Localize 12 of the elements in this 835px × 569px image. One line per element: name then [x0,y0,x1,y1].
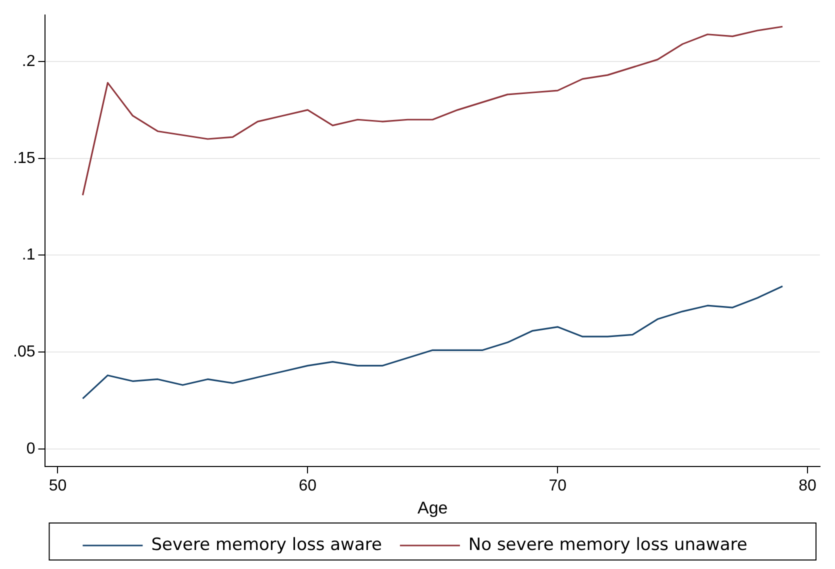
y-tick-label: .2 [22,52,36,70]
x-tick-label: 80 [798,477,817,494]
y-tick-label: 0 [26,440,36,458]
legend-label: Severe memory loss aware [151,534,382,555]
legend-label: No severe memory loss unaware [468,534,748,555]
y-tick-label: .1 [22,246,36,264]
x-axis-title: Age [417,498,448,518]
y-tick-label: .05 [12,344,36,361]
x-tick-label: 50 [48,477,67,494]
x-tick-label: 70 [548,477,567,494]
x-tick-label: 60 [298,477,317,494]
y-tick-label: .15 [12,150,36,167]
